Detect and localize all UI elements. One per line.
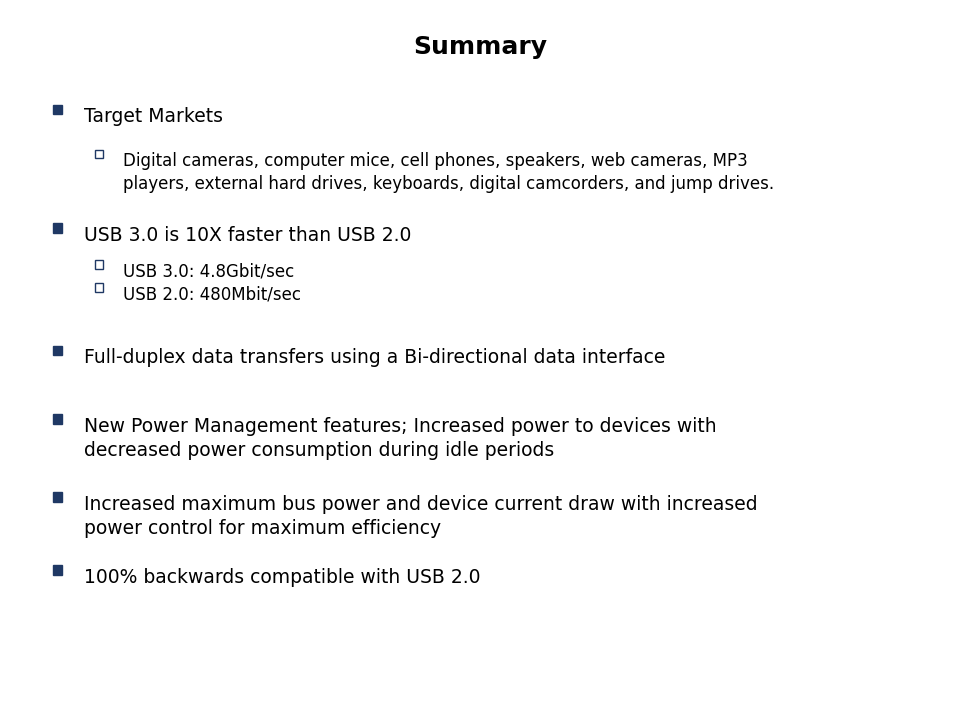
Text: USB 2.0: 480Mbit/sec: USB 2.0: 480Mbit/sec	[123, 285, 300, 303]
FancyBboxPatch shape	[94, 283, 103, 292]
Text: New Power Management features; Increased power to devices with
decreased power c: New Power Management features; Increased…	[84, 417, 717, 460]
Text: Full-duplex data transfers using a Bi-directional data interface: Full-duplex data transfers using a Bi-di…	[84, 348, 666, 367]
FancyBboxPatch shape	[53, 223, 62, 233]
FancyBboxPatch shape	[53, 565, 62, 575]
Text: USB 3.0: 4.8Gbit/sec: USB 3.0: 4.8Gbit/sec	[123, 262, 294, 280]
FancyBboxPatch shape	[53, 346, 62, 356]
FancyBboxPatch shape	[53, 104, 62, 114]
FancyBboxPatch shape	[94, 150, 103, 158]
FancyBboxPatch shape	[53, 492, 62, 502]
FancyBboxPatch shape	[53, 414, 62, 424]
Text: USB 3.0 is 10X faster than USB 2.0: USB 3.0 is 10X faster than USB 2.0	[84, 226, 412, 245]
FancyBboxPatch shape	[94, 260, 103, 269]
Text: Summary: Summary	[413, 35, 547, 58]
Text: Digital cameras, computer mice, cell phones, speakers, web cameras, MP3
players,: Digital cameras, computer mice, cell pho…	[123, 152, 774, 193]
Text: Target Markets: Target Markets	[84, 107, 224, 126]
Text: 100% backwards compatible with USB 2.0: 100% backwards compatible with USB 2.0	[84, 568, 481, 587]
Text: Increased maximum bus power and device current draw with increased
power control: Increased maximum bus power and device c…	[84, 495, 758, 538]
